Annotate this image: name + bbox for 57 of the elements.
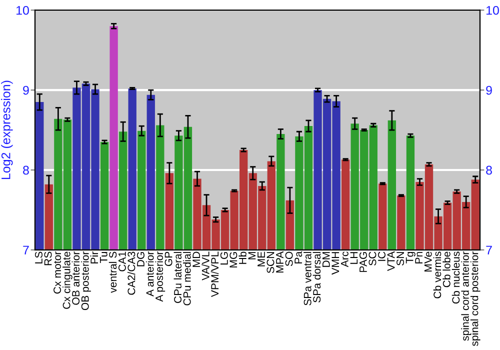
x-tick-label: SCN [266,252,274,274]
x-tick-label: SO [285,252,293,266]
x-tick-label: spinal cord posterior [470,251,480,346]
y-tick-label: 10 [16,6,29,15]
x-tick-label: SC [368,252,376,266]
x-tick-label: CPu lateral [174,252,182,303]
x-tick-label: M [248,252,256,260]
x-tick-label: SPa ventral [304,252,312,306]
x-tick-label: Arc [341,252,348,268]
x-tick-label: Cx cingulate [62,252,72,309]
x-tick-label: Pir [90,251,98,264]
x-tick-label: Tu [100,252,108,263]
x-tick-label: VA/VL [202,252,210,280]
y-axis-title: Log2 (expression) [1,80,13,180]
y2-tick-label: 8 [486,166,492,175]
y2-tick-label: 9 [486,86,492,95]
x-tick-label: GP [164,252,172,266]
x-tick-label: VTA [387,251,395,271]
x-tick-label: LS [34,252,42,264]
y2-tick-label: 10 [486,6,499,15]
x-tick-label: CA2/CA3 [127,252,136,295]
x-tick-label: Cb lobe [442,252,450,288]
y-tick-label: 8 [23,166,29,175]
x-tick-label: RS [44,252,52,266]
x-tick-label: DM [322,252,330,267]
x-tick-label: Cx motor [54,251,62,294]
x-tick-label: SN [396,252,404,266]
x-tick-label: VPM/VPL [210,252,219,297]
x-tick-label: OB posterior [81,251,91,310]
x-tick-label: DG [136,252,144,266]
x-tick-label: OB anterior [72,251,80,305]
x-tick-label: MVe [424,252,432,272]
y-tick-label: 9 [23,86,29,95]
x-tick-label: CPu medial [183,252,191,306]
x-tick-label: ME [258,252,265,266]
x-tick-label: A anterior [146,251,154,296]
x-tick-label: LH [350,252,358,264]
x-tick-label: Cb vermis [433,252,442,298]
y-tick-label: 7 [23,246,29,254]
x-tick-label: VMH [332,252,340,275]
x-tick-label: spinal cord anterior [461,251,472,341]
x-tick-label: SPa dorsal [312,252,321,302]
x-tick-label: Tg [406,252,416,264]
x-tick-label: Cb nucleus [452,252,460,304]
y2-tick-label: 7 [486,246,492,254]
x-tick-label: A posterior [155,251,166,302]
x-tick-label: IC [378,252,386,261]
x-tick-label: MG [230,252,238,268]
x-tick-label: CA1 [118,252,126,272]
x-tick-label: MPA [276,251,284,273]
x-tick-label: ventral S [108,252,117,293]
x-tick-label: MD [192,252,200,267]
x-tick-label: Pa [294,251,302,264]
x-tick-label: Pn [415,252,422,264]
x-tick-label: LG [220,252,228,265]
x-tick-label: PAG [359,252,367,272]
x-tick-label: Hb [238,252,246,264]
